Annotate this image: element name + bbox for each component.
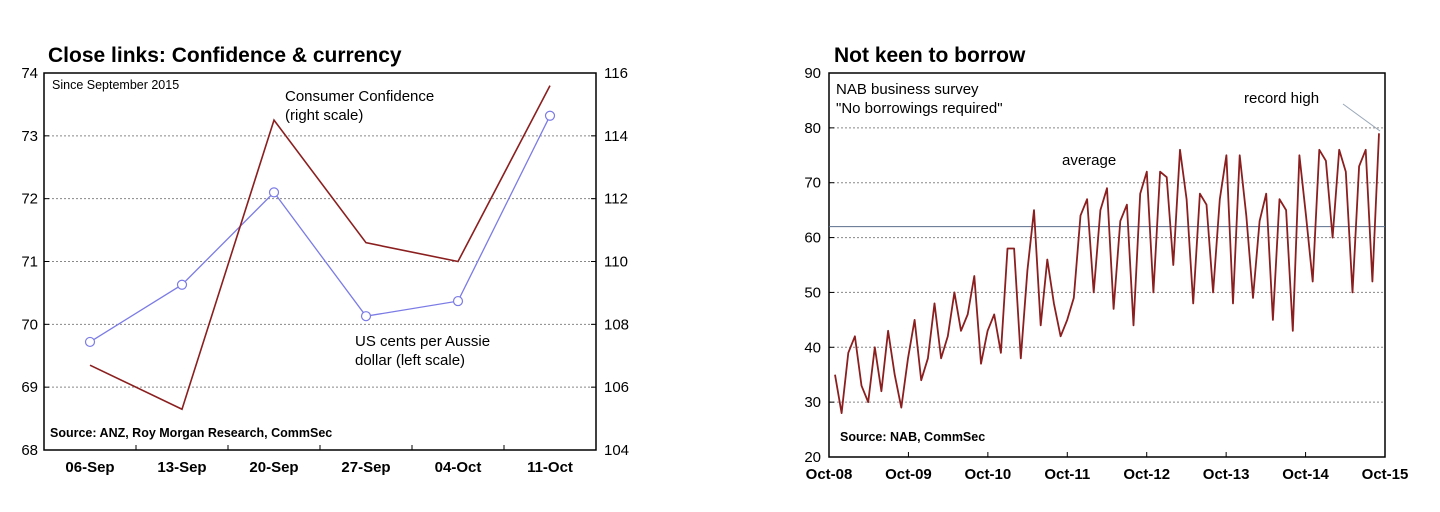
right-axis-tick-label: 106 [604, 379, 629, 396]
y-axis-tick-label: 20 [804, 449, 821, 466]
right-axis-tick-label: 110 [604, 254, 628, 271]
x-axis-tick-label: 04-Oct [435, 459, 482, 476]
x-axis-tick-label: 27-Sep [341, 459, 390, 476]
left-axis-tick-label: 74 [21, 65, 38, 82]
right-axis-tick-label: 104 [604, 442, 629, 459]
confidence-currency-panel: Close links: Confidence & currency 68 69 7… [21, 44, 629, 476]
y-axis-tick-label: 70 [804, 175, 821, 192]
x-axis-tick-label: Oct-15 [1362, 466, 1409, 483]
confidence-annotation-line1: Consumer Confidence [285, 88, 434, 105]
currency-data-point [176, 279, 188, 290]
x-axis-tick-label: Oct-14 [1282, 466, 1329, 483]
chart-subtitle: Since September 2015 [52, 78, 179, 92]
confidence-annotation-line2: (right scale) [285, 107, 363, 124]
x-axis-tick-label: 11-Oct [527, 459, 573, 476]
right-axis-tick-label: 116 [604, 65, 628, 82]
right-axis-tick-label: 108 [604, 316, 629, 333]
y-axis-tick-label: 80 [804, 120, 821, 137]
source-note: Source: NAB, CommSec [840, 430, 985, 444]
chart-title: Close links: Confidence & currency [48, 44, 402, 67]
record-high-leader [1342, 103, 1381, 132]
left-axis-tick-label: 69 [21, 379, 38, 396]
x-axis-tick-label: Oct-11 [1044, 466, 1090, 483]
confidence-series-line [89, 85, 551, 411]
right-axis-tick-label: 114 [604, 128, 628, 145]
chart-subtitle-line1: NAB business survey [836, 81, 979, 98]
x-axis-tick-label: Oct-12 [1123, 466, 1170, 483]
currency-data-point [544, 110, 556, 121]
x-axis-tick-label: Oct-08 [806, 466, 853, 483]
currency-data-point [84, 336, 96, 348]
left-axis-tick-label: 70 [21, 316, 38, 333]
x-axis-tick-label: Oct-10 [965, 466, 1012, 483]
chart-subtitle-line2: "No borrowings required" [836, 100, 1003, 117]
x-axis-tick-label: 06-Sep [65, 459, 114, 476]
x-axis-tick-label: 13-Sep [157, 459, 206, 476]
x-axis-tick-label: Oct-09 [885, 466, 932, 483]
borrowing-chart: Not keen to borrow 20 30 40 50 60 70 80 90 Oct-0… [804, 44, 1409, 483]
currency-data-point [360, 311, 372, 322]
left-axis-tick-label: 71 [21, 254, 38, 271]
currency-data-point [268, 187, 280, 198]
source-note: Source: ANZ, Roy Morgan Research, CommSe… [50, 426, 332, 440]
currency-series-line [89, 115, 551, 343]
currency-annotation-line2: dollar (left scale) [355, 352, 465, 369]
right-axis-tick-label: 112 [604, 191, 628, 208]
chart-title: Not keen to borrow [834, 44, 1026, 67]
borrowing-panel: Not keen to borrow 20 30 40 50 60 70 80 90 Oct-0… [720, 0, 1440, 512]
currency-annotation-line1: US cents per Aussie [355, 333, 490, 350]
left-axis-tick-label: 72 [21, 191, 38, 208]
y-axis-tick-label: 90 [804, 65, 821, 82]
confidence-currency-chart: Close links: Confidence & currency 68 69 7… [21, 44, 629, 476]
average-label: average [1062, 152, 1116, 169]
y-axis-tick-label: 50 [804, 284, 821, 301]
y-axis-tick-label: 60 [804, 230, 821, 247]
left-axis-tick-label: 68 [21, 442, 38, 459]
no-borrowings-series-line [834, 133, 1380, 415]
currency-data-point [452, 295, 464, 307]
y-axis-tick-label: 30 [804, 394, 821, 411]
x-axis-tick-label: Oct-13 [1203, 466, 1250, 483]
y-axis-tick-label: 40 [804, 339, 821, 356]
record-high-label: record high [1244, 90, 1319, 107]
x-axis-tick-label: 20-Sep [249, 459, 298, 476]
left-axis-tick-label: 73 [21, 128, 38, 145]
plot-frame [828, 72, 1386, 458]
